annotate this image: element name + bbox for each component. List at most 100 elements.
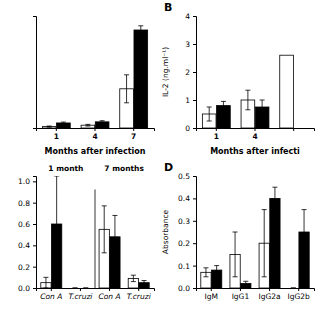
y-axis-line bbox=[193, 17, 197, 129]
x-tick bbox=[293, 128, 294, 131]
y-tick-label: 0.6 bbox=[18, 220, 30, 229]
y-tick: 3 bbox=[185, 40, 196, 49]
y-tick: 0.5 bbox=[178, 172, 196, 181]
error-bar bbox=[291, 288, 296, 289]
x-tick: T.cruzi bbox=[127, 288, 152, 301]
error-bar bbox=[214, 266, 219, 275]
x-tick-mark bbox=[269, 288, 270, 291]
y-tick-mark bbox=[33, 203, 36, 204]
x-axis-line bbox=[197, 289, 315, 292]
x-tick-label: IgG1 bbox=[232, 292, 250, 301]
group-divider bbox=[95, 189, 96, 288]
y-tick-mark bbox=[33, 288, 36, 289]
error-bar bbox=[83, 288, 88, 289]
panel: 0.00.20.40.60.81.0Con AT.cruziCon AT.cru… bbox=[18, 164, 154, 301]
y-tick: 0.2 bbox=[18, 263, 36, 272]
x-axis: Con A T.cruzi Con A T.cruzi bbox=[37, 288, 155, 301]
y-tick-mark bbox=[193, 100, 196, 101]
x-tick-mark bbox=[95, 128, 96, 131]
y-tick-mark bbox=[33, 245, 36, 246]
error-bar bbox=[112, 215, 117, 258]
y-tick: 0.0 bbox=[178, 284, 196, 293]
group-label: 1 month bbox=[48, 164, 83, 173]
panel: 1 4 7 Months after infection bbox=[33, 17, 155, 157]
y-axis-line bbox=[193, 177, 197, 289]
y-tick: 0.2 bbox=[178, 239, 196, 248]
x-axis-line bbox=[37, 289, 155, 292]
y-tick-label: 0.1 bbox=[178, 262, 190, 271]
x-tick: Con A bbox=[40, 288, 62, 301]
x-tick: 4 bbox=[252, 128, 257, 141]
y-tick: 0.4 bbox=[18, 241, 36, 250]
y-tick-mark bbox=[193, 288, 196, 289]
y-tick-label: 0.0 bbox=[178, 284, 190, 293]
y-axis: 01234 bbox=[185, 12, 196, 133]
x-tick: T.cruzi bbox=[68, 288, 93, 301]
x-tick-label: 4 bbox=[92, 132, 97, 141]
x-tick-label: T.cruzi bbox=[68, 292, 93, 301]
x-tick: IgM bbox=[205, 288, 218, 301]
x-axis-title: Months after infection bbox=[45, 147, 146, 156]
x-tick-mark bbox=[51, 288, 52, 291]
y-tick: 2 bbox=[185, 68, 196, 77]
y-tick-label: 1 bbox=[185, 96, 190, 105]
y-tick-mark bbox=[193, 72, 196, 73]
error-bar bbox=[54, 176, 59, 272]
x-tick-label: 7 bbox=[131, 132, 136, 141]
plot-marks bbox=[202, 55, 293, 128]
bar-series bbox=[41, 206, 139, 288]
x-tick-mark bbox=[240, 288, 241, 291]
x-tick-label: 1 bbox=[214, 132, 219, 141]
error-bar bbox=[142, 281, 147, 285]
error-bar bbox=[43, 277, 48, 288]
y-tick-mark bbox=[193, 176, 196, 177]
x-tick: 1 bbox=[54, 128, 59, 141]
y-tick-mark bbox=[33, 181, 36, 182]
error-bar bbox=[302, 210, 307, 255]
x-tick: 7 bbox=[131, 128, 136, 141]
y-tick-mark bbox=[193, 128, 196, 129]
plot-marks bbox=[42, 26, 147, 128]
x-tick-mark bbox=[255, 128, 256, 131]
error-bar bbox=[73, 288, 78, 289]
x-axis: IgM IgG1 IgG2a IgG2b bbox=[197, 288, 315, 301]
panel-title: B bbox=[164, 1, 172, 14]
y-tick-label: 0.4 bbox=[178, 194, 190, 203]
error-bar bbox=[47, 126, 52, 127]
plot-marks bbox=[201, 187, 309, 288]
x-tick-mark bbox=[216, 128, 217, 131]
panel: 0.00.10.20.30.40.5IgMIgG1IgG2aIgG2bAbsor… bbox=[161, 161, 315, 301]
x-axis-line bbox=[197, 129, 315, 132]
x-tick: IgG2b bbox=[288, 288, 311, 301]
error-bar bbox=[203, 268, 208, 277]
y-tick-label: 0.2 bbox=[178, 239, 190, 248]
panel-title: D bbox=[164, 161, 173, 174]
y-tick: 0.6 bbox=[18, 220, 36, 229]
y-tick-mark bbox=[33, 267, 36, 268]
error-bar bbox=[260, 100, 265, 114]
bar-series bbox=[217, 100, 269, 128]
bar-series bbox=[201, 210, 296, 288]
x-tick: 4 bbox=[92, 128, 97, 141]
bar bbox=[81, 288, 91, 289]
x-tick-mark bbox=[109, 288, 110, 291]
y-tick-label: 0.4 bbox=[18, 241, 30, 250]
bar bbox=[288, 288, 298, 289]
y-tick-label: 0 bbox=[185, 124, 190, 133]
error-bar bbox=[124, 75, 129, 103]
bar-series bbox=[57, 26, 148, 128]
y-tick: 0.3 bbox=[178, 217, 196, 226]
y-tick-mark bbox=[193, 266, 196, 267]
bar bbox=[81, 125, 95, 128]
y-axis bbox=[33, 17, 37, 129]
y-tick: 0 bbox=[185, 124, 196, 133]
y-tick-mark bbox=[193, 243, 196, 244]
x-tick: Con A bbox=[99, 288, 121, 301]
bar bbox=[134, 30, 148, 128]
x-tick-label: IgG2a bbox=[258, 292, 280, 301]
y-axis-line bbox=[33, 17, 37, 129]
error-bar bbox=[138, 26, 143, 34]
error-bar bbox=[85, 124, 90, 126]
x-tick-label: 4 bbox=[252, 132, 257, 141]
x-tick-label: T.cruzi bbox=[127, 292, 152, 301]
